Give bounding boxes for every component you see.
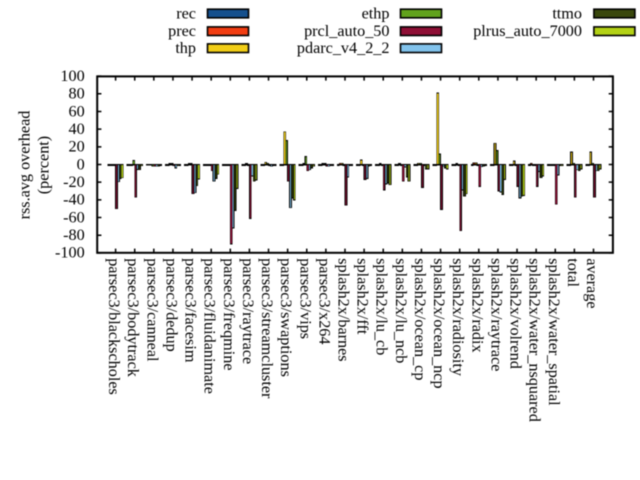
svg-text:parsec3/facesim: parsec3/facesim <box>182 258 200 363</box>
svg-text:-100: -100 <box>55 244 85 262</box>
svg-text:20: 20 <box>69 138 85 156</box>
svg-text:80: 80 <box>69 85 85 103</box>
svg-text:splash2x/radiosity: splash2x/radiosity <box>449 258 467 377</box>
svg-text:40: 40 <box>69 120 85 138</box>
svg-text:-20: -20 <box>63 173 85 191</box>
svg-text:splash2x/raytrace: splash2x/raytrace <box>487 258 505 371</box>
svg-text:parsec3/vips: parsec3/vips <box>296 258 314 339</box>
svg-text:prcl_auto_50: prcl_auto_50 <box>304 22 389 40</box>
svg-text:total: total <box>564 258 582 287</box>
svg-text:splash2x/water_nsquared: splash2x/water_nsquared <box>526 258 544 422</box>
svg-text:splash2x/barnes: splash2x/barnes <box>334 258 352 361</box>
svg-text:prec: prec <box>168 22 196 40</box>
svg-text:thp: thp <box>175 39 196 57</box>
svg-text:rss.avg overhead: rss.avg overhead <box>15 111 33 220</box>
svg-text:0: 0 <box>77 155 85 173</box>
svg-text:ethp: ethp <box>362 4 390 22</box>
svg-text:pdarc_v4_2_2: pdarc_v4_2_2 <box>297 39 390 57</box>
svg-text:rec: rec <box>176 4 196 22</box>
svg-text:splash2x/ocean_cp: splash2x/ocean_cp <box>411 258 429 380</box>
svg-text:parsec3/blackscholes: parsec3/blackscholes <box>105 258 123 395</box>
svg-text:average: average <box>583 258 601 308</box>
svg-text:splash2x/water_spatial: splash2x/water_spatial <box>545 258 563 406</box>
svg-text:parsec3/raytrace: parsec3/raytrace <box>239 258 257 364</box>
svg-text:-40: -40 <box>63 191 85 209</box>
svg-text:splash2x/volrend: splash2x/volrend <box>507 258 525 369</box>
svg-text:100: 100 <box>60 67 84 85</box>
svg-text:-80: -80 <box>63 226 85 244</box>
svg-text:splash2x/lu_cb: splash2x/lu_cb <box>373 258 391 355</box>
svg-text:parsec3/swaptions: parsec3/swaptions <box>277 258 295 377</box>
svg-text:ttmo: ttmo <box>552 4 582 22</box>
svg-text:splash2x/lu_ncb: splash2x/lu_ncb <box>392 258 410 363</box>
svg-text:(percent): (percent) <box>34 136 52 194</box>
svg-text:parsec3/fluidanimate: parsec3/fluidanimate <box>201 258 219 394</box>
svg-text:parsec3/freqmine: parsec3/freqmine <box>220 258 238 370</box>
svg-text:parsec3/dedup: parsec3/dedup <box>162 258 180 352</box>
svg-text:plrus_auto_7000: plrus_auto_7000 <box>473 22 582 40</box>
svg-text:60: 60 <box>69 102 85 120</box>
svg-text:parsec3/canneal: parsec3/canneal <box>143 258 161 362</box>
svg-text:-60: -60 <box>63 208 85 226</box>
svg-text:splash2x/fft: splash2x/fft <box>354 258 372 335</box>
svg-text:splash2x/ocean_ncp: splash2x/ocean_ncp <box>430 258 448 388</box>
svg-text:parsec3/bodytrack: parsec3/bodytrack <box>124 258 142 378</box>
svg-text:splash2x/radix: splash2x/radix <box>468 258 486 352</box>
svg-text:parsec3/x264: parsec3/x264 <box>315 258 333 344</box>
svg-text:parsec3/streamcluster: parsec3/streamcluster <box>258 258 276 399</box>
